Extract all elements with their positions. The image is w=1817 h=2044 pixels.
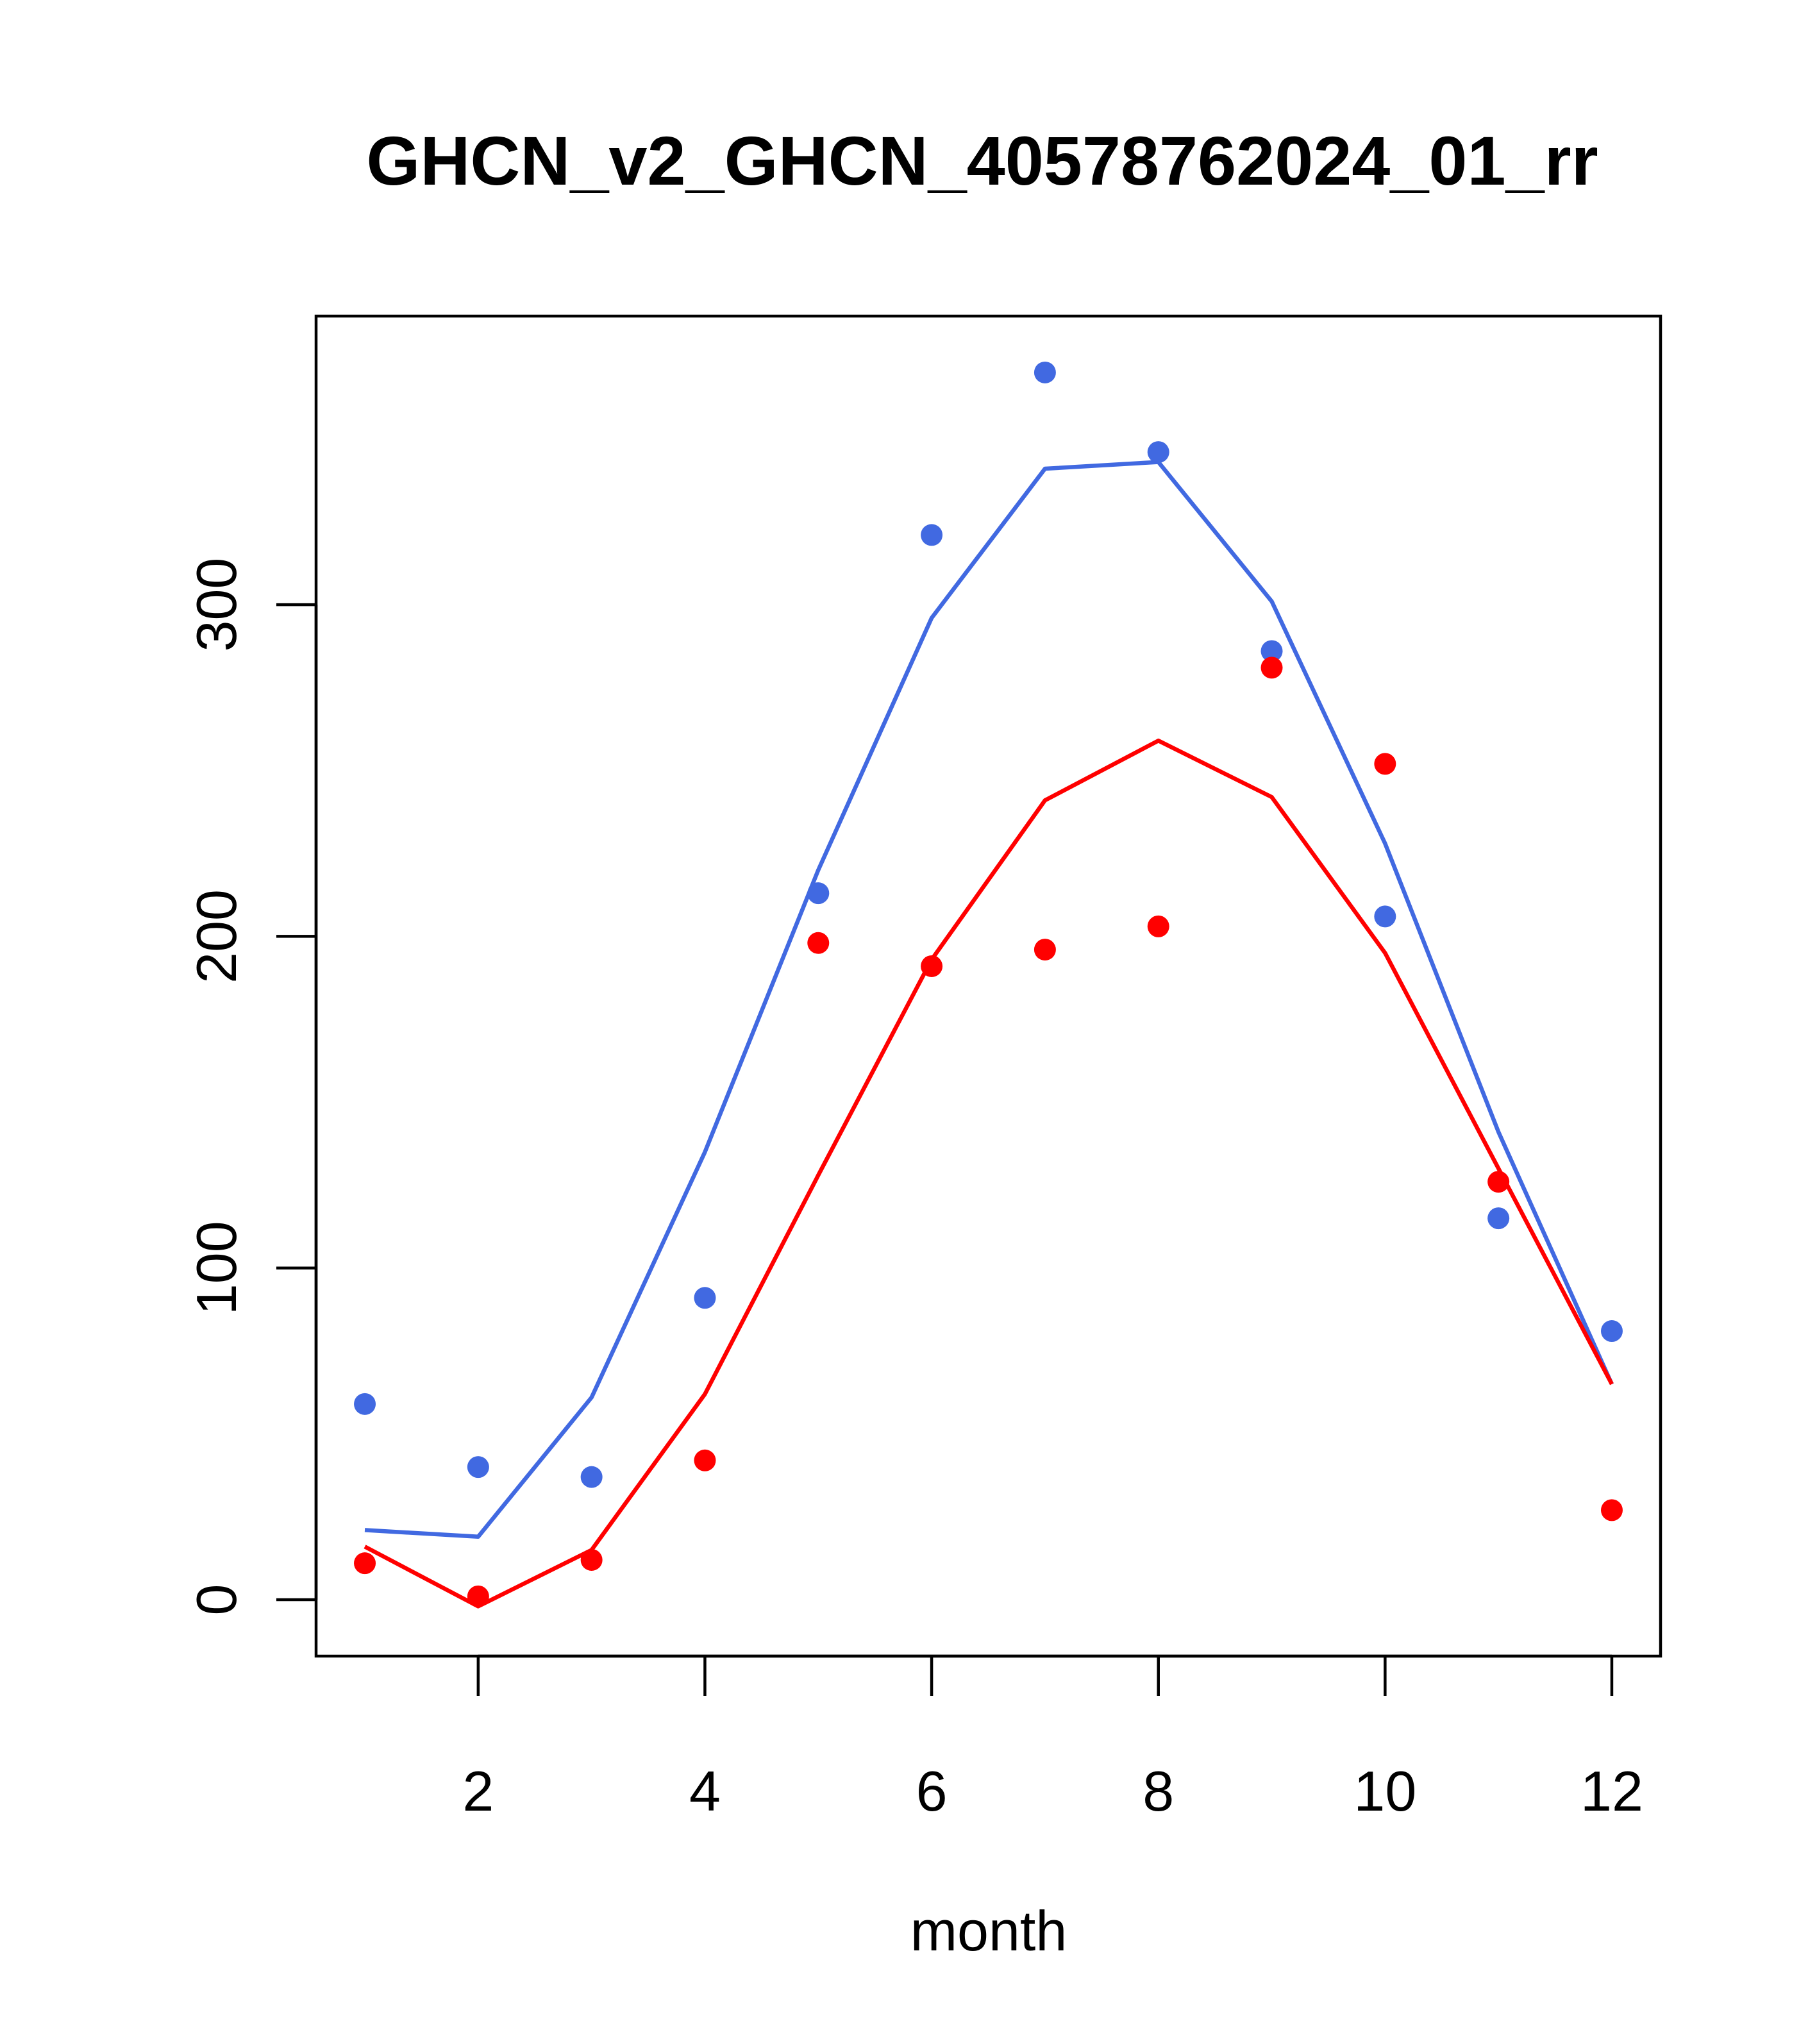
data-point-red xyxy=(1260,657,1283,679)
data-point-blue xyxy=(580,1466,603,1488)
data-point-blue xyxy=(354,1393,376,1415)
x-tick-label: 4 xyxy=(689,1759,721,1823)
x-axis: 2 4 6 8 10 12 xyxy=(462,1654,1643,1823)
data-point-blue xyxy=(467,1456,489,1479)
data-point-red xyxy=(1034,939,1056,961)
data-point-red xyxy=(807,932,830,954)
data-point-red xyxy=(1600,1499,1623,1521)
series-line-blue xyxy=(364,460,1614,1539)
data-point-blue xyxy=(1034,361,1056,383)
data-point-blue xyxy=(921,524,943,546)
series-red xyxy=(354,657,1623,1609)
data-point-red xyxy=(467,1585,489,1607)
data-point-blue xyxy=(1600,1320,1623,1343)
chart-title: GHCN_v2_GHCN_40578762024_01_rr xyxy=(366,122,1598,199)
data-point-blue xyxy=(1374,905,1396,928)
y-tick-label: 200 xyxy=(185,889,248,984)
data-point-red xyxy=(580,1548,603,1571)
data-point-blue xyxy=(1260,640,1283,662)
series-blue xyxy=(354,361,1623,1539)
data-point-red xyxy=(1147,915,1169,937)
data-point-blue xyxy=(694,1287,716,1309)
series-line-red xyxy=(364,738,1614,1609)
x-tick-label: 6 xyxy=(916,1759,948,1823)
y-axis: 0 100 200 300 xyxy=(185,558,318,1616)
x-tick-label: 12 xyxy=(1580,1759,1643,1823)
y-tick-label: 300 xyxy=(185,558,248,652)
data-point-red xyxy=(1487,1171,1510,1193)
x-tick-label: 8 xyxy=(1143,1759,1174,1823)
plot-frame xyxy=(314,314,1662,1658)
y-tick-label: 100 xyxy=(185,1221,248,1315)
data-point-red xyxy=(1374,753,1396,775)
data-point-blue xyxy=(1487,1207,1510,1230)
x-tick-label: 2 xyxy=(462,1759,494,1823)
x-tick-label: 10 xyxy=(1353,1759,1416,1823)
data-point-blue xyxy=(807,882,830,905)
y-tick-label: 0 xyxy=(185,1584,248,1616)
series-layer xyxy=(354,361,1623,1609)
data-point-red xyxy=(921,955,943,977)
data-point-red xyxy=(694,1449,716,1471)
x-axis-label: month xyxy=(910,1899,1068,1963)
data-point-red xyxy=(354,1552,376,1575)
data-point-blue xyxy=(1147,441,1169,464)
